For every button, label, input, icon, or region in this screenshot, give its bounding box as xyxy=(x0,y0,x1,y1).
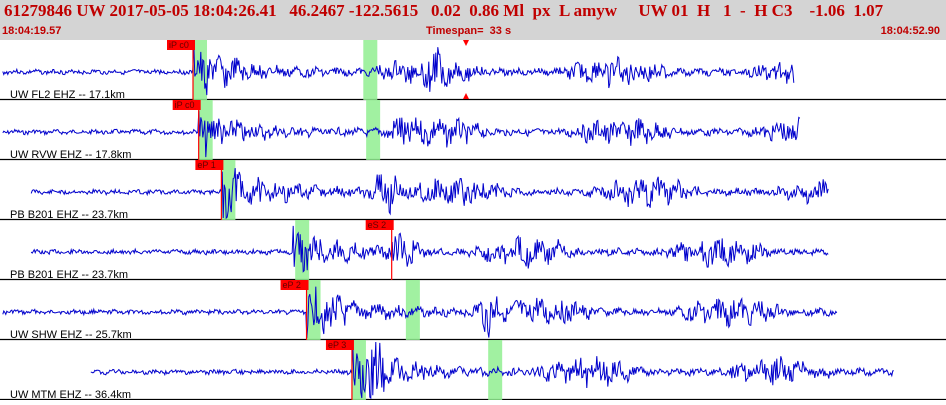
event-summary-line: 61279846 UW 2017-05-05 18:04:26.41 46.24… xyxy=(4,1,884,20)
pick-label: eS 2 xyxy=(368,220,387,230)
pick-label: eP 2 xyxy=(283,280,301,290)
waveform-trace xyxy=(90,341,894,400)
pick-flag xyxy=(280,280,309,290)
channel-label: UW SHW EHZ -- 25.7km xyxy=(10,329,132,341)
channel-label: PB B201 EHZ -- 23.7km xyxy=(10,209,128,221)
pick-flag xyxy=(172,100,201,110)
pick-window xyxy=(488,340,503,400)
channel-label: UW FL2 EHZ -- 17.1km xyxy=(10,89,125,101)
waveform-trace xyxy=(2,42,795,96)
waveform-trace xyxy=(30,168,829,220)
pick-flag xyxy=(195,160,224,170)
pick-flag xyxy=(365,220,394,230)
pick-window xyxy=(198,100,213,160)
channel-label: UW RVW EHZ -- 17.8km xyxy=(10,149,131,161)
waveform-trace xyxy=(2,110,801,158)
end-time: 18:04:52.90 xyxy=(880,25,940,37)
pick-window xyxy=(405,280,420,340)
pick-label: eP 1 xyxy=(197,160,215,170)
start-time: 18:04:19.57 xyxy=(2,25,62,37)
event-header: 61279846 UW 2017-05-05 18:04:26.41 46.24… xyxy=(0,0,946,40)
pick-label: iP c0 xyxy=(169,40,189,50)
pick-label: iP c0 xyxy=(175,100,195,110)
channel-label: PB B201 EHZ -- 23.7km xyxy=(10,269,128,281)
pick-label: eP 3 xyxy=(328,340,346,350)
pick-window xyxy=(363,40,378,100)
pick-flag xyxy=(325,340,354,350)
channel-label: UW MTM EHZ -- 36.4km xyxy=(10,389,131,400)
pick-flag xyxy=(167,40,196,50)
waveform-trace xyxy=(30,225,829,273)
amplitude-marker xyxy=(463,40,469,46)
timespan-label: Timespan= 33 s xyxy=(426,25,512,37)
amplitude-marker xyxy=(463,93,469,99)
waveform-trace xyxy=(2,286,838,339)
seismogram-canvas[interactable]: iP c0 UW FL2 EHZ -- 17.1km iP c0 UW RVW EHZ… xyxy=(0,40,946,401)
seismogram-panel[interactable]: iP c0 UW FL2 EHZ -- 17.1km iP c0 UW RVW EHZ… xyxy=(0,40,946,401)
